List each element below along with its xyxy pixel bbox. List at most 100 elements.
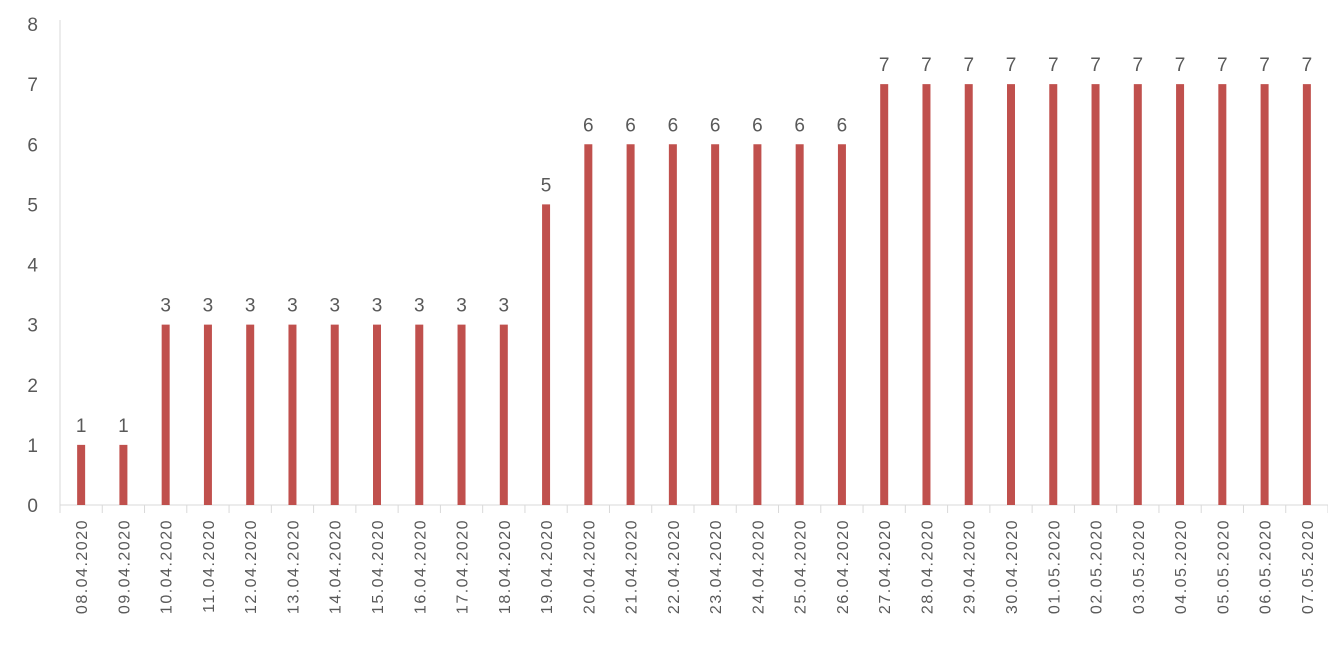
chart-axes [59,20,1328,513]
bar-value-label: 6 [625,115,636,136]
x-category-label: 01.05.2020 [1046,519,1063,614]
x-category-label: 20.04.2020 [581,519,598,614]
bar [161,324,170,505]
y-tick-label: 1 [27,436,38,457]
x-category-label: 26.04.2020 [835,519,852,614]
bar [711,144,720,505]
bar-value-label: 7 [879,55,890,76]
y-tick-label: 2 [27,376,38,397]
y-tick-label: 6 [27,135,38,156]
bar [288,324,297,505]
bar-value-label: 6 [752,115,763,136]
x-category-label: 10.04.2020 [159,519,176,614]
bar [373,324,381,505]
bar-value-label: 7 [1175,55,1186,76]
bar [922,84,931,505]
y-tick-label: 3 [27,316,38,337]
x-category-label: 04.05.2020 [1173,519,1190,614]
bar-value-label: 3 [287,296,298,317]
bar [542,204,551,505]
bar-value-label: 5 [541,175,552,196]
bar [1049,84,1058,505]
bar-value-label: 7 [1302,55,1313,76]
bar-value-label: 7 [963,55,974,76]
y-axis-ticks: 0 1 2 3 4 5 6 7 8 [27,15,38,517]
bar-value-label: 7 [1133,55,1144,76]
bar [753,144,762,505]
bar-series [77,84,1311,505]
bar-value-label: 3 [456,296,467,317]
bar [1091,84,1100,505]
x-category-label: 30.04.2020 [1004,519,1021,614]
bar-value-label: 6 [668,115,679,136]
bar [795,144,804,505]
bar-value-label: 3 [160,296,171,317]
bar [246,324,255,505]
x-category-label: 29.04.2020 [962,519,979,614]
bar-value-label: 6 [794,115,805,136]
bar-value-label: 1 [76,416,87,437]
x-category-label: 06.05.2020 [1258,519,1275,614]
y-tick-label: 8 [27,15,38,36]
x-category-label: 16.04.2020 [412,519,429,614]
bar-value-label: 7 [1259,55,1270,76]
bar-value-label: 7 [921,55,932,76]
x-category-label: 03.05.2020 [1131,519,1148,614]
bar [964,84,973,505]
bar [457,324,466,505]
y-tick-label: 4 [27,256,38,277]
y-tick-label: 5 [27,195,38,216]
x-category-label: 05.05.2020 [1215,519,1232,614]
bar [668,144,677,505]
bar-value-label: 6 [837,115,848,136]
x-category-label: 21.04.2020 [624,519,641,614]
x-category-label: 13.04.2020 [285,519,302,614]
x-category-label: 12.04.2020 [243,519,260,614]
bar [1007,84,1015,505]
data-labels: 1 1 3 3 3 3 3 3 3 3 3 5 6 6 6 6 6 6 6 7 7 7 7 7 7 7 7 7 7 7 [76,55,1312,437]
bar-value-label: 7 [1217,55,1228,76]
x-category-label: 19.04.2020 [539,519,556,614]
bar [1260,84,1269,505]
bar-value-label: 3 [414,296,425,317]
x-category-label: 07.05.2020 [1300,519,1317,614]
x-category-label: 15.04.2020 [370,519,387,614]
x-category-label: 08.04.2020 [74,519,91,614]
bar [1176,84,1185,505]
x-category-label: 24.04.2020 [750,519,767,614]
x-category-label: 28.04.2020 [919,519,936,614]
bar-value-label: 3 [372,296,383,317]
bar-value-label: 6 [583,115,594,136]
bar-value-label: 3 [203,296,214,317]
x-category-label: 17.04.2020 [455,519,472,614]
bar-value-label: 1 [118,416,129,437]
bar [626,144,635,505]
bar [584,144,593,505]
bar-value-label: 3 [329,296,340,317]
x-category-label: 23.04.2020 [708,519,725,614]
x-category-label: 25.04.2020 [793,519,810,614]
x-category-label: 22.04.2020 [666,519,683,614]
y-tick-label: 7 [27,75,38,96]
x-category-label: 09.04.2020 [116,519,133,614]
bar [119,444,128,505]
x-axis-labels: 08.04.2020 09.04.2020 10.04.2020 11.04.2020… [74,519,1317,614]
bar-value-label: 7 [1006,55,1017,76]
bar-value-label: 3 [499,296,510,317]
bar-value-label: 7 [1090,55,1101,76]
x-category-label: 11.04.2020 [201,519,218,613]
bar-value-label: 6 [710,115,721,136]
bar [837,144,846,505]
bar [330,324,339,505]
bar [1133,84,1142,505]
bar-value-label: 3 [245,296,256,317]
x-category-label: 27.04.2020 [877,519,894,614]
bar [1218,84,1227,505]
bar-value-label: 7 [1048,55,1059,76]
bar [203,324,212,505]
bar [499,324,508,505]
x-category-label: 18.04.2020 [497,519,514,614]
x-category-label: 14.04.2020 [328,519,345,614]
bar [77,444,86,505]
